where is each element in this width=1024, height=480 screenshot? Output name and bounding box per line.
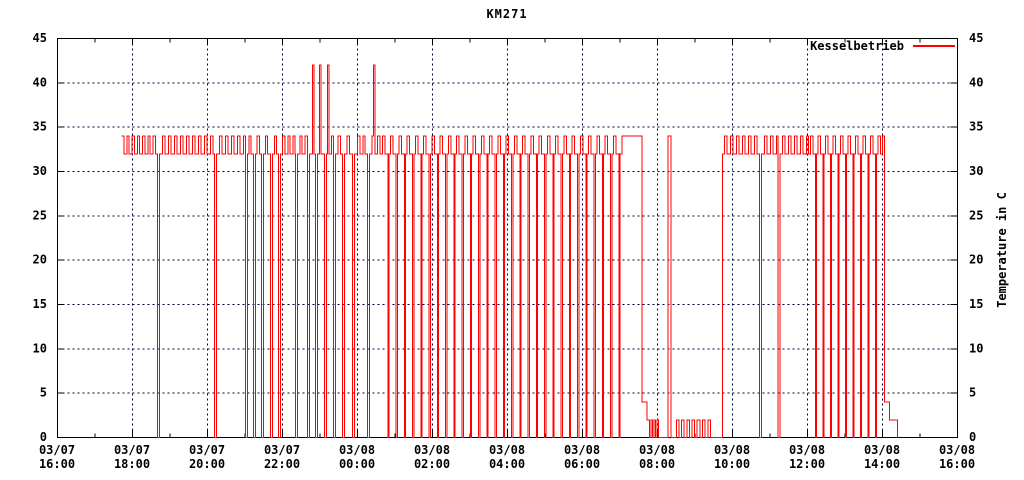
y-tick-label-left: 30 (33, 164, 47, 178)
y-tick-label-right: 25 (969, 208, 983, 222)
y-tick-label-left: 45 (33, 31, 47, 45)
y-tick-label-right: 45 (969, 31, 983, 45)
x-tick-label-date: 03/07 (264, 443, 300, 457)
x-tick-label-time: 00:00 (339, 457, 375, 471)
legend-label-kesselbetrieb: Kesselbetrieb (810, 39, 904, 53)
x-tick-label-date: 03/08 (339, 443, 375, 457)
y-tick-label-right: 40 (969, 75, 983, 89)
x-tick-label-date: 03/08 (489, 443, 525, 457)
x-tick-label-time: 02:00 (414, 457, 450, 471)
x-tick-label-time: 20:00 (189, 457, 225, 471)
y-tick-label-left: 20 (33, 253, 47, 267)
x-tick-label-date: 03/07 (39, 443, 75, 457)
x-tick-label-date: 03/08 (414, 443, 450, 457)
y-tick-label-right: 20 (969, 253, 983, 267)
x-tick-label-time: 18:00 (114, 457, 150, 471)
x-tick-label-time: 14:00 (864, 457, 900, 471)
y-tick-label-right: 10 (969, 341, 983, 355)
x-tick-label-time: 08:00 (639, 457, 675, 471)
y-tick-label-left: 35 (33, 120, 47, 134)
y-tick-label-right: 5 (969, 386, 976, 400)
y-tick-label-right: 0 (969, 430, 976, 444)
x-tick-label-time: 10:00 (714, 457, 750, 471)
x-tick-label-date: 03/08 (789, 443, 825, 457)
legend: Kesselbetrieb (810, 39, 955, 53)
y-tick-label-right: 35 (969, 120, 983, 134)
chart-title: KM271 (486, 7, 528, 21)
right-axis-title: Temperature in C (995, 192, 1009, 308)
x-tick-label-time: 04:00 (489, 457, 525, 471)
x-tick-label-date: 03/08 (564, 443, 600, 457)
y-tick-label-right: 15 (969, 297, 983, 311)
x-tick-label-time: 06:00 (564, 457, 600, 471)
x-tick-label-time: 16:00 (39, 457, 75, 471)
legend-line-sample (913, 45, 955, 47)
y-tick-label-left: 25 (33, 208, 47, 222)
y-tick-label-right: 30 (969, 164, 983, 178)
y-tick-label-left: 15 (33, 297, 47, 311)
x-tick-label-time: 12:00 (789, 457, 825, 471)
x-tick-label-time: 16:00 (939, 457, 975, 471)
x-tick-label-date: 03/08 (714, 443, 750, 457)
x-tick-label-time: 22:00 (264, 457, 300, 471)
series-kesselbetrieb (121, 64, 898, 438)
x-tick-label-date: 03/07 (114, 443, 150, 457)
y-tick-label-left: 0 (40, 430, 47, 444)
x-tick-label-date: 03/08 (639, 443, 675, 457)
y-tick-label-left: 5 (40, 386, 47, 400)
y-tick-label-left: 10 (33, 341, 47, 355)
x-tick-label-date: 03/07 (189, 443, 225, 457)
y-tick-label-left: 40 (33, 75, 47, 89)
x-tick-label-date: 03/08 (864, 443, 900, 457)
x-tick-label-date: 03/08 (939, 443, 975, 457)
